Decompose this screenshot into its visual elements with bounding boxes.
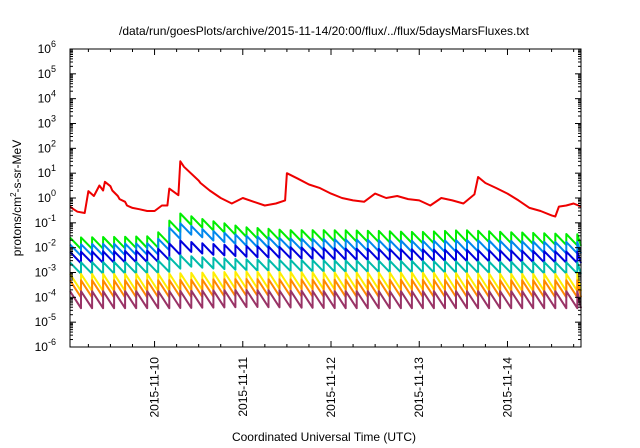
- series-layer: [69, 160, 582, 310]
- y-axis-title: protons/cm2-s-sr-MeV: [9, 140, 24, 256]
- x-axis-title: Coordinated Universal Time (UTC): [232, 430, 416, 444]
- series-line-3: [69, 222, 582, 257]
- series-line-5: [69, 254, 582, 275]
- y-tick-label: 10-2: [35, 238, 56, 255]
- y-tick-label: 10-3: [35, 263, 56, 280]
- y-tick-label: 10-4: [35, 287, 56, 304]
- y-tick-label: 10-1: [35, 213, 56, 230]
- y-tick-label: 100: [38, 188, 56, 205]
- x-tick-label: 2015-11-12: [324, 357, 338, 418]
- y-tick-label: 10-5: [35, 312, 56, 329]
- x-tick-label: 2015-11-11: [236, 357, 250, 417]
- y-tick-label: 106: [38, 39, 56, 56]
- series-line-7: [69, 278, 582, 299]
- y-tick-label: 10-6: [35, 337, 56, 354]
- y-tick-label: 105: [38, 64, 56, 81]
- x-tick-label: 2015-11-14: [500, 357, 514, 418]
- y-axis-title-sup: 2: [9, 192, 18, 197]
- y-tick-label: 103: [38, 114, 56, 131]
- series-line-4: [69, 239, 582, 265]
- x-tick-label: 2015-11-10: [148, 357, 162, 418]
- chart-title: /data/run/goesPlots/archive/2015-11-14/2…: [119, 24, 530, 38]
- x-axis: 2015-11-10 2015-11-11 2015-11-12 2015-11-13…: [87, 49, 575, 418]
- series-line-8: [69, 289, 582, 310]
- y-tick-label: 104: [38, 89, 56, 106]
- y-axis-title-rest: -s-sr-MeV: [10, 140, 24, 193]
- y-tick-label: 101: [38, 163, 56, 180]
- series-line-1: [69, 160, 582, 218]
- y-axis-title-main: protons/cm: [10, 197, 24, 256]
- x-tick-label: 2015-11-13: [412, 357, 426, 418]
- y-tick-label: 102: [38, 138, 56, 155]
